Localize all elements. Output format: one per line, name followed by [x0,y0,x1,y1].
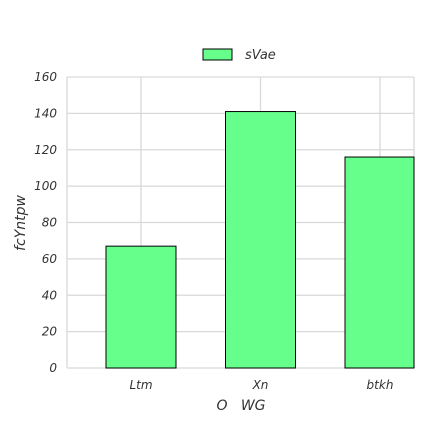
bar-Ltm [105,245,177,369]
bar-btkh [344,156,415,369]
legend: sVae [202,48,276,63]
y-tick-label: 160 [34,70,57,84]
y-tick-label: 0 [49,361,57,375]
legend-label: sVae [245,48,276,63]
y-tick-label: 140 [34,106,57,120]
y-tick-label: 100 [34,179,57,193]
x-tick-label: btkh [367,378,394,392]
y-tick-label: 80 [42,216,58,230]
y-tick-label: 20 [42,325,58,339]
y-axis-label: fcYntpw [13,195,29,251]
x-tick-label: Ltm [129,378,152,392]
x-tick-labels: Ltm Xn btkh [129,378,393,392]
bars [105,111,415,369]
bar-Xn [225,111,296,369]
x-axis-label: O WG [216,398,265,414]
y-tick-labels: 0 20 40 60 80 100 120 140 160 [34,70,57,375]
y-tick-label: 60 [42,252,58,266]
y-tick-label: 120 [34,143,57,157]
legend-swatch [202,48,233,61]
x-tick-label: Xn [252,378,269,392]
y-tick-label: 40 [42,288,58,302]
